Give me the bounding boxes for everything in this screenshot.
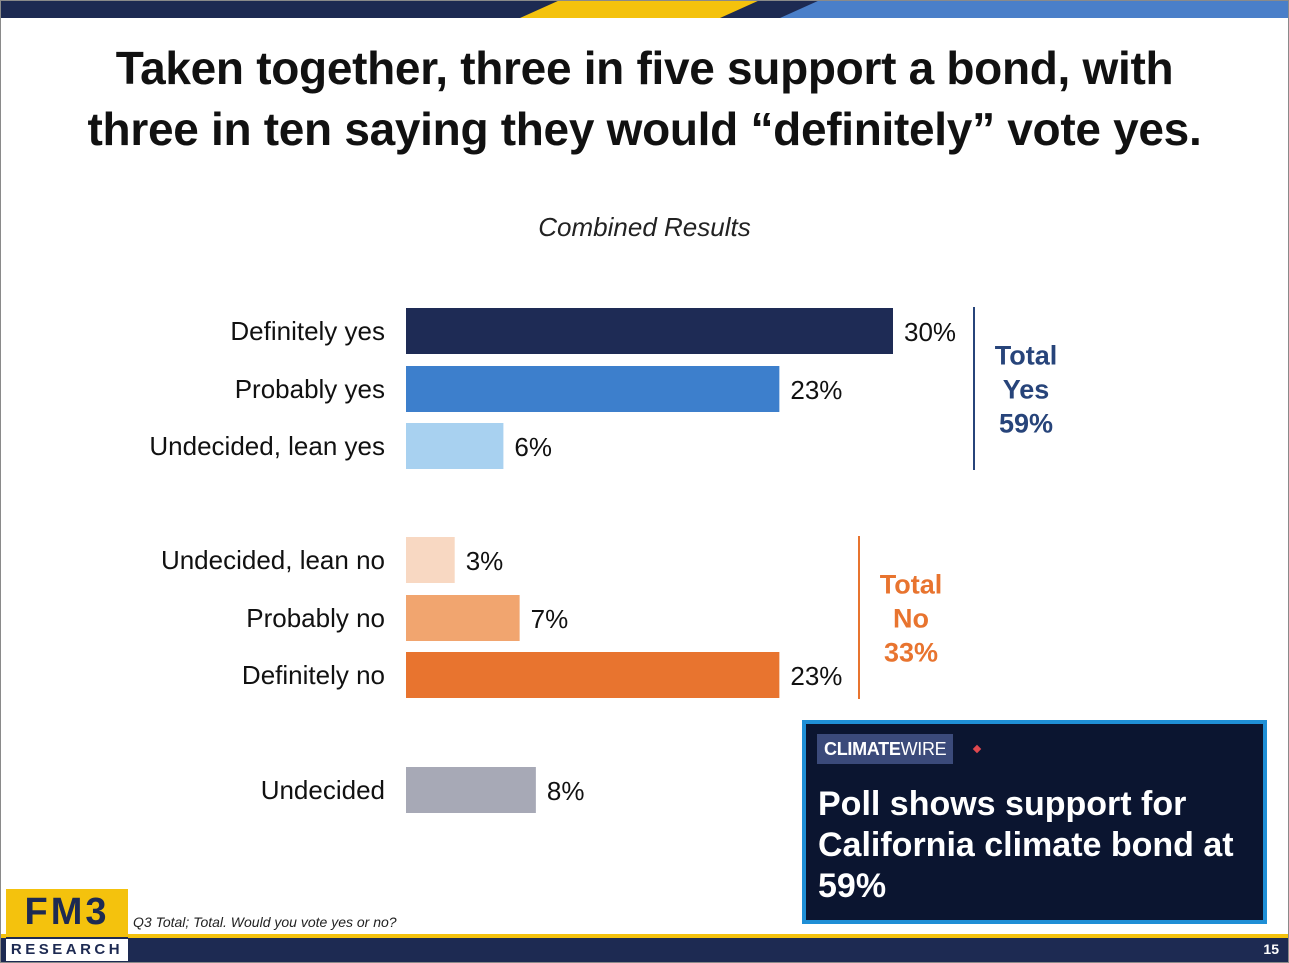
news-headline-line2: California climate bond at xyxy=(818,826,1234,864)
category-label: Undecided xyxy=(261,775,385,805)
fm3-logo: FM3 RESEARCH xyxy=(6,889,128,961)
news-source-tag[interactable]: CLIMATEWIRE xyxy=(817,734,954,764)
data-label: 8% xyxy=(547,776,585,806)
category-label: Undecided, lean no xyxy=(161,545,385,575)
logo-main: FM3 xyxy=(6,889,128,935)
news-card[interactable]: CLIMATEWIRE Poll shows support for Calif… xyxy=(802,720,1267,924)
data-label: 23% xyxy=(790,375,842,405)
news-headline[interactable]: Poll shows support for California climat… xyxy=(818,784,1258,907)
bar xyxy=(406,595,520,641)
bar xyxy=(406,537,455,583)
footnote: Q3 Total; Total. Would you vote yes or n… xyxy=(133,914,397,930)
news-headline-line3: 59% xyxy=(818,867,887,905)
top-band-gold xyxy=(520,0,760,18)
page-number: 15 xyxy=(1263,941,1279,957)
chart-title: Combined Results xyxy=(538,212,751,242)
category-label: Undecided, lean yes xyxy=(149,431,385,461)
diamond-icon xyxy=(972,744,982,754)
news-tag-light: WIRE xyxy=(900,739,947,759)
group-label: Total xyxy=(995,341,1058,371)
category-label: Definitely yes xyxy=(230,316,385,346)
bottom-band-gold xyxy=(0,934,1289,938)
data-label: 30% xyxy=(904,317,956,347)
category-label: Probably no xyxy=(246,603,385,633)
bottom-band xyxy=(0,934,1289,963)
bar xyxy=(406,767,536,813)
bars-layer: Definitely yes 30% Probably yes 23% Undecide… xyxy=(149,307,1057,813)
data-label: 7% xyxy=(531,604,569,634)
bar xyxy=(406,423,504,469)
bar xyxy=(406,308,893,354)
slide-title-line2: three in ten saying they would “definite… xyxy=(87,103,1202,155)
top-band-blue xyxy=(780,0,1289,18)
logo-sub: RESEARCH xyxy=(6,937,128,961)
data-label: 3% xyxy=(466,546,504,576)
category-label: Definitely no xyxy=(242,660,385,690)
bar xyxy=(406,366,780,412)
category-label: Probably yes xyxy=(235,374,385,404)
news-tag-bold: CLIMATE xyxy=(824,739,901,759)
group-label: Total xyxy=(880,570,943,600)
group-label: No xyxy=(893,604,929,634)
slide-title-line1: Taken together, three in five support a … xyxy=(115,42,1174,94)
slide-title: Taken together, three in five support a … xyxy=(0,38,1289,160)
bar xyxy=(406,652,780,698)
news-headline-line1: Poll shows support for xyxy=(818,785,1187,823)
group-label: Yes xyxy=(1003,375,1050,405)
data-label: 23% xyxy=(790,661,842,691)
data-label: 6% xyxy=(514,432,552,462)
group-label: 59% xyxy=(999,409,1053,439)
group-label: 33% xyxy=(884,638,938,668)
